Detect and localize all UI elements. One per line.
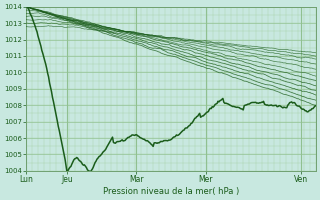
X-axis label: Pression niveau de la mer( hPa ): Pression niveau de la mer( hPa ) [103, 187, 239, 196]
